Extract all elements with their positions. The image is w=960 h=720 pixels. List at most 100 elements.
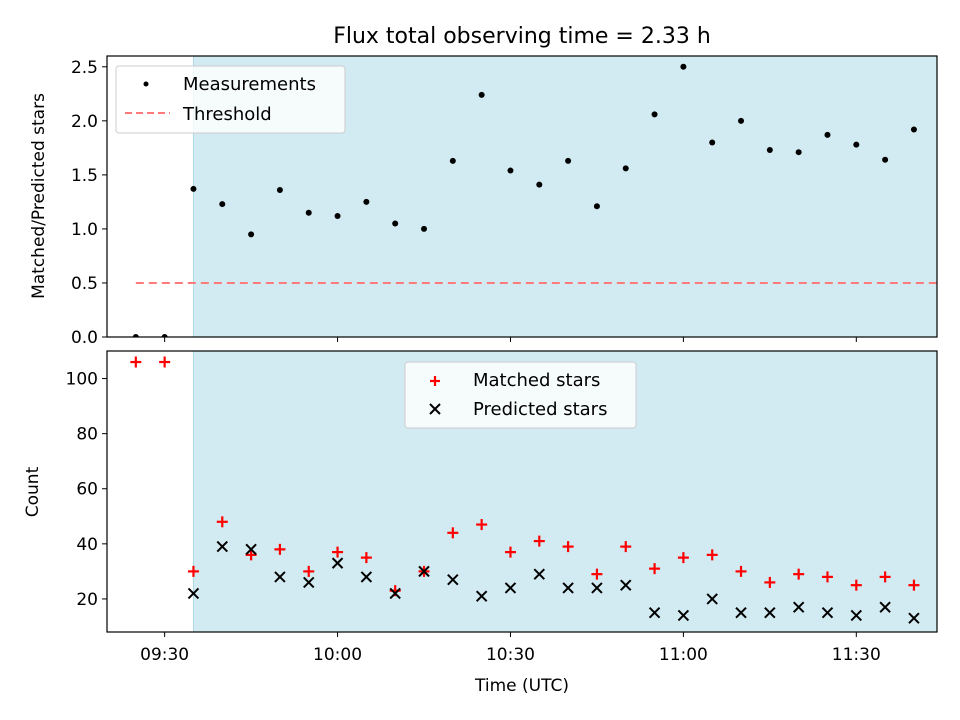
predicted-star-point [418,565,430,578]
matched-star-point [504,546,516,558]
predicted-star-point [706,593,718,605]
predicted-star-point [187,587,200,600]
y-tick-label: 1.5 [71,166,98,186]
measurement-point [882,156,889,163]
y-tick-label: 60 [76,480,98,500]
matched-star-point [649,563,661,575]
x-tick-label: 09:30 [140,645,189,665]
matched-star-point [793,568,805,580]
predicted-star-point [677,609,690,622]
legend-threshold-label: Threshold [182,104,272,125]
y-tick-label: 1.0 [71,220,98,240]
matched-star-point [562,541,574,553]
predicted-star-point [562,582,574,594]
top-y-axis-label: Matched/Predicted stars [29,93,49,299]
measurement-point [478,91,485,98]
y-tick-label: 20 [76,590,98,610]
matched-star-point [764,576,776,588]
matched-star-point [130,356,142,368]
axes-frame [106,350,938,633]
predicted-star-point [850,609,863,622]
bottom-y-axis-label: Count [23,466,43,517]
legend-measurements-marker [143,81,149,87]
legend-predicted-marker [429,403,441,415]
matched-star-point [245,549,257,561]
measurement-point [853,141,860,148]
measurement-point [507,167,514,174]
y-tick-label: 40 [76,535,98,555]
predicted-star-point [879,601,891,613]
matched-star-point [620,541,632,553]
predicted-star-point [533,568,545,580]
measurement-point [276,187,283,194]
measurement-point [392,220,399,227]
x-tick-label: 10:30 [486,645,535,665]
matched-star-point [591,568,603,580]
bottom-legend: Matched stars Predicted stars [404,361,637,429]
matched-star-point [879,571,891,583]
measurement-point [449,157,456,164]
y-tick-label: 2.5 [71,58,98,78]
measurement-point [738,117,745,124]
top-chart-title: Flux total observing time = 2.33 h [333,24,711,49]
y-tick-label: 100 [66,370,98,390]
matched-star-point [303,565,315,577]
measurement-point [421,225,428,232]
matched-star-point [187,565,199,577]
predicted-star-point [447,573,459,586]
measurement-point [190,185,197,192]
measurement-point [334,212,341,219]
measurement-point [709,139,716,146]
matched-star-point [533,535,545,547]
matched-star-point [332,546,344,558]
measurement-point [910,126,917,133]
predicted-star-point [735,607,747,619]
predicted-star-point [504,582,517,594]
top-legend-frame [115,65,346,134]
predicted-star-point [274,571,286,583]
matched-star-point [216,516,228,528]
measurement-point [363,198,370,205]
predicted-star-point [591,582,603,594]
measurement-point [248,231,255,238]
predicted-star-point [821,607,834,619]
predicted-star-point [245,543,257,556]
top-legend: Measurements Threshold [115,65,346,134]
matched-star-point [360,552,372,564]
axes-frame [106,55,938,338]
measurement-point [219,201,226,208]
predicted-star-point [331,557,344,569]
measurement-point [795,149,802,156]
x-tick-label: 10:00 [313,645,362,665]
legend-matched-label: Matched stars [473,370,600,391]
predicted-star-point [360,571,373,583]
predicted-star-point [792,601,805,613]
legend-measurements-label: Measurements [183,74,316,95]
matched-star-point [274,543,286,555]
measurement-point [305,209,312,216]
matched-star-point [850,579,862,591]
measurement-point [680,63,687,70]
predicted-star-point [389,587,401,600]
predicted-star-point [908,612,920,624]
matched-star-point [476,519,488,531]
legend-predicted-label: Predicted stars [473,399,607,420]
predicted-star-point [475,590,488,602]
x-axis-label: Time (UTC) [474,676,569,696]
y-tick-label: 80 [76,425,98,445]
measurement-point [565,157,572,164]
measurement-point [536,181,543,188]
y-tick-label: 0.0 [71,328,98,348]
predicted-star-point [620,579,632,591]
x-tick-label: 11:30 [832,645,881,665]
y-tick-label: 0.5 [71,274,98,294]
bottom-legend-frame [404,361,637,429]
y-tick-label: 2.0 [71,112,98,132]
measurement-point [622,165,629,172]
matched-star-point [821,571,833,583]
predicted-star-point [764,607,776,619]
matched-star-point [447,527,459,539]
predicted-star-point [216,540,228,553]
matched-star-point [706,549,718,561]
